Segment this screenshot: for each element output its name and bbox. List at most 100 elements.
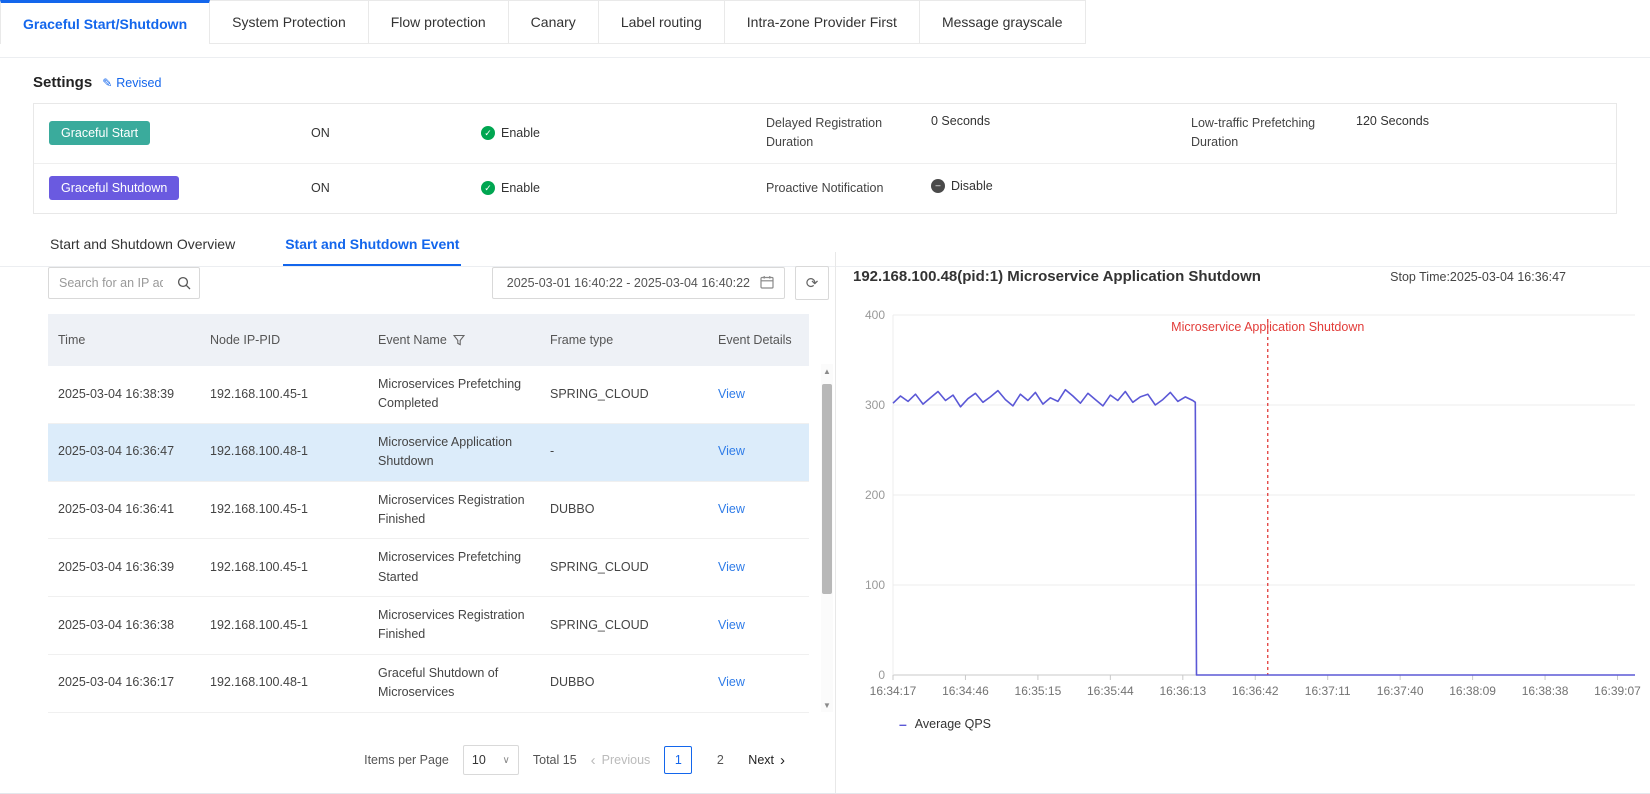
tab-flow-protection[interactable]: Flow protection (368, 0, 509, 44)
view-link[interactable]: View (718, 444, 745, 459)
tab-intra-zone-provider-first[interactable]: Intra-zone Provider First (724, 0, 920, 44)
tab-canary[interactable]: Canary (508, 0, 599, 44)
enable-check-icon: ✓ (481, 181, 495, 196)
qps-line-chart: 0 100 200 300 400 16:34:17 16:34:46 16:35:15 16:… (865, 308, 1641, 698)
graceful-shutdown-status: ✓ Enable (481, 181, 766, 196)
svg-text:16:35:15: 16:35:15 (1015, 684, 1062, 698)
previous-button[interactable]: ‹ Previous (590, 751, 651, 769)
date-range-value: 2025-03-01 16:40:22 - 2025-03-04 16:40:2… (506, 276, 750, 290)
search-icon[interactable] (169, 268, 199, 298)
chart-title: 192.168.100.48(pid:1) Microservice Appli… (853, 268, 1261, 285)
delayed-registration-label: Delayed Registration Duration (766, 116, 883, 150)
qps-chart-panel: 192.168.100.48(pid:1) Microservice Appli… (837, 252, 1650, 793)
items-per-page-label: Items per Page (364, 753, 449, 767)
col-frame-type: Frame type (540, 314, 708, 366)
subtab-start-shutdown-overview[interactable]: Start and Shutdown Overview (50, 235, 236, 252)
col-event-details: Event Details (708, 314, 809, 366)
filter-icon[interactable] (452, 334, 465, 346)
page-2-button[interactable]: 2 (716, 753, 724, 767)
svg-text:0: 0 (878, 668, 885, 682)
refresh-icon: ⟳ (805, 275, 819, 292)
svg-text:300: 300 (865, 398, 885, 412)
graceful-start-state: ON (311, 126, 330, 141)
svg-text:16:35:44: 16:35:44 (1087, 684, 1134, 698)
table-row: 2025-03-04 16:36:41 192.168.100.45-1 Mic… (48, 481, 809, 540)
svg-text:16:34:46: 16:34:46 (942, 684, 989, 698)
graceful-start-status-label: Enable (501, 126, 540, 141)
graceful-start-status: ✓ Enable (481, 126, 766, 141)
table-row-selected: 2025-03-04 16:36:47 192.168.100.48-1 Mic… (48, 423, 809, 482)
chevron-down-icon: ∨ (502, 754, 510, 766)
col-time: Time (48, 314, 200, 366)
page-size-select[interactable]: 10 ∨ (462, 745, 519, 775)
chevron-left-icon: ‹ (590, 751, 596, 769)
view-link[interactable]: View (718, 386, 745, 401)
subtab-start-shutdown-event[interactable]: Start and Shutdown Event (283, 236, 462, 266)
svg-text:16:37:11: 16:37:11 (1305, 684, 1351, 698)
table-row: 2025-03-04 16:38:39 192.168.100.45-1 Mic… (48, 366, 809, 424)
graceful-shutdown-badge: Graceful Shutdown (49, 176, 180, 201)
page-1-button[interactable]: 1 (664, 746, 693, 774)
date-range-picker[interactable]: 2025-03-01 16:40:22 - 2025-03-04 16:40:2… (491, 267, 785, 299)
scroll-up-icon[interactable]: ▲ (823, 366, 831, 376)
low-traffic-prefetching-label: Low-traffic Prefetching Duration (1191, 116, 1316, 150)
graceful-start-row: Graceful Start ON ✓ Enable Delayed Regis… (34, 104, 1616, 163)
svg-text:16:39:07: 16:39:07 (1594, 684, 1641, 698)
low-traffic-prefetching-value: 120 Seconds (1356, 114, 1429, 128)
svg-text:Microservice Application Shutd: Microservice Application Shutdown (1171, 320, 1364, 334)
proactive-notification-field: Proactive Notification – Disable (766, 178, 1191, 198)
total-count: Total 15 (532, 753, 577, 767)
table-header-row: Time Node IP-PID Event Name Frame type (48, 314, 809, 366)
table-row: 2025-03-04 16:36:17 192.168.100.48-1 Gra… (48, 712, 809, 717)
table-row: 2025-03-04 16:36:38 192.168.100.45-1 Mic… (48, 596, 809, 655)
tab-message-grayscale[interactable]: Message grayscale (919, 0, 1086, 44)
chevron-right-icon: › (780, 751, 785, 769)
settings-box: Graceful Start ON ✓ Enable Delayed Regis… (33, 103, 1617, 214)
svg-text:200: 200 (865, 488, 885, 502)
event-table: Time Node IP-PID Event Name Frame type (48, 314, 809, 717)
svg-text:16:38:38: 16:38:38 (1522, 684, 1569, 698)
calendar-icon (760, 275, 774, 292)
chart-legend[interactable]: – Average QPS (847, 717, 1642, 731)
tab-label-routing[interactable]: Label routing (598, 0, 725, 44)
revised-label: Revised (116, 75, 162, 90)
svg-text:16:37:40: 16:37:40 (1377, 684, 1424, 698)
disable-minus-icon: – (931, 178, 945, 193)
view-link[interactable]: View (718, 559, 745, 574)
svg-text:400: 400 (865, 308, 885, 322)
view-link[interactable]: View (718, 617, 745, 632)
graceful-shutdown-status-label: Enable (501, 181, 540, 196)
graceful-shutdown-state: ON (311, 181, 330, 196)
view-link[interactable]: View (718, 675, 745, 690)
graceful-shutdown-row: Graceful Shutdown ON ✓ Enable Proactive … (34, 162, 1616, 213)
legend-label: Average QPS (914, 717, 991, 731)
stop-time: Stop Time:2025-03-04 16:36:47 (1390, 270, 1566, 284)
table-row: 2025-03-04 16:36:17 192.168.100.48-1 Gra… (48, 654, 809, 713)
col-event-name: Event Name (368, 314, 540, 366)
svg-text:16:38:09: 16:38:09 (1449, 684, 1496, 698)
top-tab-bar: Graceful Start/Shutdown System Protectio… (0, 0, 1650, 44)
tab-graceful-start-shutdown[interactable]: Graceful Start/Shutdown (0, 0, 211, 44)
table-row: 2025-03-04 16:36:39 192.168.100.45-1 Mic… (48, 538, 809, 597)
revised-link[interactable]: ✎ Revised (102, 76, 161, 90)
delayed-registration-field: Delayed Registration Duration 0 Seconds (766, 114, 1191, 153)
svg-text:100: 100 (865, 578, 885, 592)
scroll-down-icon[interactable]: ▼ (823, 700, 831, 710)
scrollbar-thumb[interactable] (822, 384, 832, 594)
search-input[interactable] (49, 276, 169, 290)
pencil-icon: ✎ (102, 75, 113, 90)
table-scrollbar[interactable]: ▲ ▼ (821, 364, 833, 712)
col-node-ip-pid: Node IP-PID (200, 314, 368, 366)
ip-search-box (48, 267, 200, 299)
refresh-button[interactable]: ⟳ (795, 266, 829, 300)
proactive-notification-value: Disable (951, 178, 993, 193)
settings-header: Settings ✎ Revised (0, 58, 1650, 91)
event-toolbar: 2025-03-01 16:40:22 - 2025-03-04 16:40:2… (48, 266, 829, 300)
event-list-panel: 2025-03-01 16:40:22 - 2025-03-04 16:40:2… (0, 252, 836, 793)
tab-system-protection[interactable]: System Protection (210, 0, 369, 44)
next-button[interactable]: Next › (748, 751, 785, 769)
view-link[interactable]: View (718, 502, 745, 517)
delayed-registration-value: 0 Seconds (931, 114, 991, 128)
svg-text:16:36:13: 16:36:13 (1159, 684, 1206, 698)
